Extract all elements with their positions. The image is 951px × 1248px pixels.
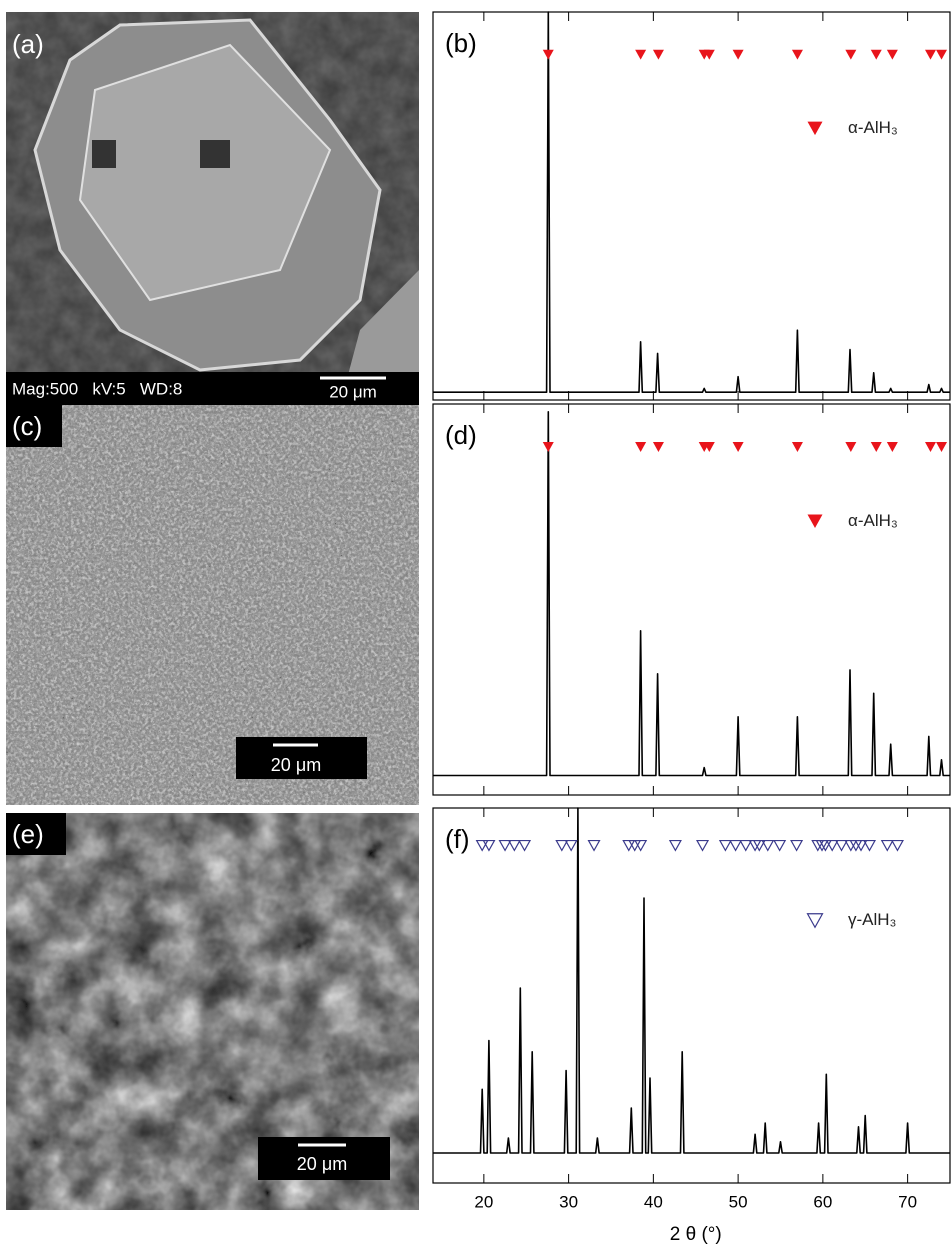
sem-image-e	[6, 813, 419, 1210]
reflection-marker	[774, 841, 785, 851]
sem-image-a	[6, 12, 419, 405]
reflection-marker	[882, 841, 893, 851]
legend-marker	[808, 914, 823, 928]
panel-label: (a)	[12, 29, 44, 59]
reflection-marker	[543, 50, 554, 60]
reflection-marker	[925, 50, 936, 60]
reflection-marker	[791, 841, 802, 851]
legend-marker	[808, 122, 823, 135]
reflection-marker	[792, 442, 803, 452]
reflection-marker	[653, 50, 664, 60]
plot-frame	[433, 12, 950, 400]
reflection-marker	[730, 841, 741, 851]
reflection-marker	[635, 442, 646, 452]
reflection-marker	[556, 841, 567, 851]
reflection-marker	[697, 841, 708, 851]
reflection-marker	[635, 50, 646, 60]
reflection-marker	[871, 50, 882, 60]
panel-label: (b)	[445, 28, 477, 58]
reflection-marker	[887, 442, 898, 452]
reflection-marker	[871, 442, 882, 452]
panel-label: (c)	[12, 411, 42, 441]
reflection-marker	[720, 841, 731, 851]
xrd-pattern	[433, 412, 950, 776]
reflection-marker	[566, 841, 577, 851]
legend-label: α-AlH₃	[848, 511, 898, 530]
scale-bar-label: 20 μm	[271, 755, 321, 775]
reflection-marker	[792, 50, 803, 60]
reflection-marker	[845, 50, 856, 60]
reflection-marker	[887, 50, 898, 60]
reflection-marker	[670, 841, 681, 851]
legend-label: γ-AlH₃	[848, 910, 896, 929]
reflection-marker	[836, 841, 847, 851]
reflection-marker	[543, 442, 554, 452]
scale-bar-label: 20 μm	[297, 1154, 347, 1174]
figure: (a) Mag:500 kV:5 WD:8 20 μm (c) 20 μm (e…	[0, 0, 951, 1248]
reflection-marker	[925, 442, 936, 452]
reflection-marker	[733, 442, 744, 452]
xrd-pattern	[433, 12, 950, 392]
reflection-marker	[653, 442, 664, 452]
reflection-marker	[845, 442, 856, 452]
legend-label: α-AlH₃	[848, 118, 898, 137]
reflection-marker	[740, 841, 751, 851]
x-tick-label: 60	[813, 1192, 832, 1211]
panel-label: (e)	[12, 819, 44, 849]
scale-bar-label: 20 μm	[329, 382, 377, 401]
reflection-marker	[519, 841, 530, 851]
reflection-marker	[892, 841, 903, 851]
sem-caption: Mag:500 kV:5 WD:8	[12, 379, 182, 398]
xrd-pattern	[433, 808, 950, 1153]
reflection-marker	[936, 442, 947, 452]
x-tick-label: 40	[644, 1192, 663, 1211]
x-tick-label: 20	[474, 1192, 493, 1211]
x-tick-label: 50	[729, 1192, 748, 1211]
panel-label: (d)	[445, 420, 477, 450]
reflection-marker	[509, 841, 520, 851]
legend-marker	[808, 515, 823, 529]
sem-image-c	[6, 405, 419, 805]
panel-label: (f)	[445, 824, 470, 854]
reflection-marker	[936, 50, 947, 60]
x-tick-label: 70	[898, 1192, 917, 1211]
reflection-marker	[733, 50, 744, 60]
reflection-marker	[589, 841, 600, 851]
x-tick-label: 30	[559, 1192, 578, 1211]
reflection-marker	[500, 841, 511, 851]
x-axis-label: 2 θ (°)	[670, 1224, 722, 1245]
plot-frame	[433, 808, 950, 1183]
